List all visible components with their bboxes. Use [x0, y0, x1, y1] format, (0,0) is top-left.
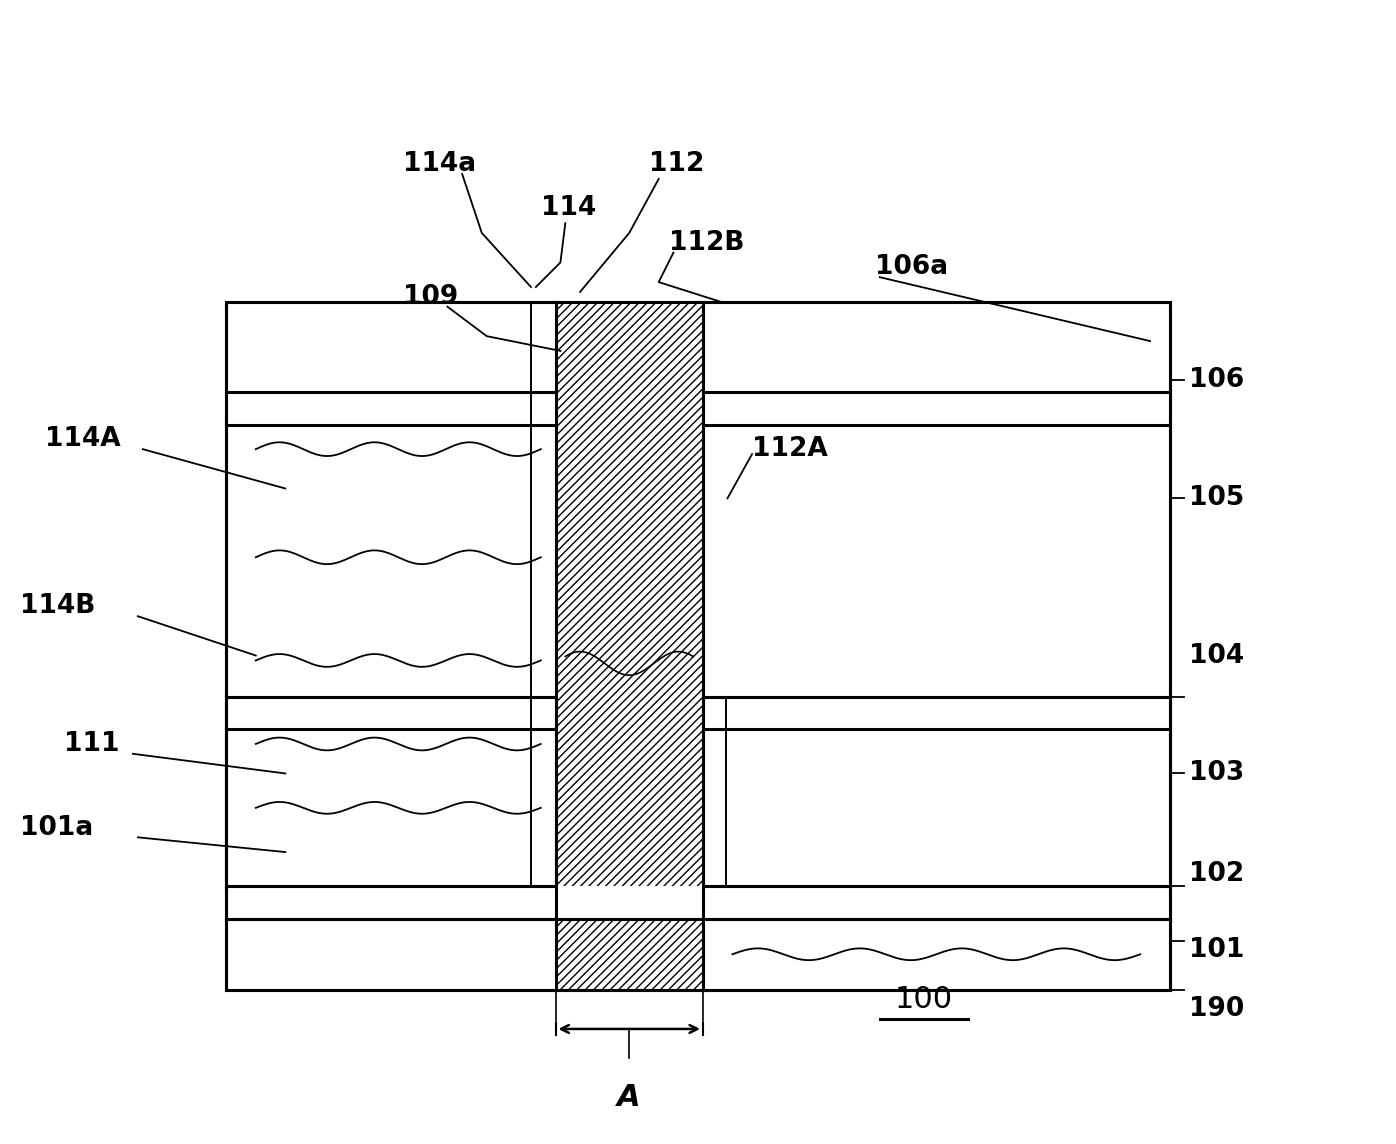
Text: 105: 105: [1189, 485, 1245, 511]
Text: A: A: [617, 1083, 641, 1112]
Text: 114A: 114A: [45, 427, 120, 452]
Text: 101a: 101a: [20, 815, 94, 841]
Text: 103: 103: [1189, 761, 1245, 786]
Text: 112: 112: [649, 151, 704, 177]
Bar: [556, 919, 704, 990]
Text: 111: 111: [64, 731, 120, 757]
Text: 106a: 106a: [875, 254, 948, 280]
Bar: [226, 302, 1170, 990]
Bar: [226, 697, 556, 887]
Text: 114B: 114B: [20, 594, 95, 619]
Text: 102: 102: [1189, 860, 1245, 887]
Text: 190: 190: [1189, 996, 1245, 1023]
Bar: [556, 302, 704, 887]
Text: 114: 114: [540, 196, 596, 222]
Text: 104: 104: [1189, 643, 1244, 668]
Text: 109: 109: [403, 284, 458, 310]
Text: 114a: 114a: [403, 151, 476, 177]
Bar: [226, 302, 1170, 990]
Text: 100: 100: [895, 985, 953, 1015]
Bar: [556, 887, 704, 919]
Text: 112B: 112B: [669, 230, 744, 256]
Text: 112A: 112A: [752, 436, 828, 462]
Text: 101: 101: [1189, 937, 1245, 963]
Bar: [704, 697, 1170, 887]
Text: 106: 106: [1189, 367, 1245, 394]
